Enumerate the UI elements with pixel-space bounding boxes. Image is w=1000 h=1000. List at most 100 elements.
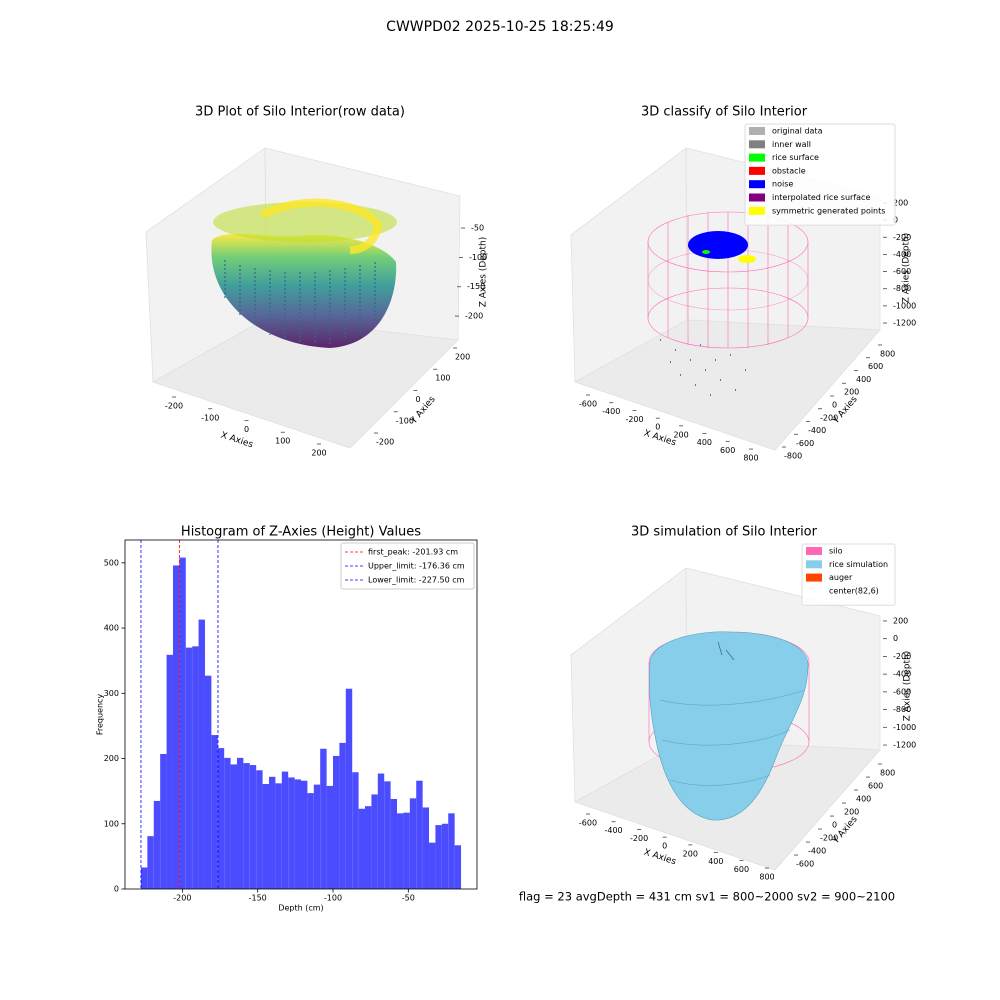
classified-points: [660, 231, 756, 396]
y-tick-label: 0: [832, 821, 837, 830]
x-tick-label: 200: [683, 849, 698, 858]
y-tick-label: 200: [455, 352, 470, 361]
z-tick-label: -150: [467, 282, 485, 291]
x-tick-label: -100: [201, 413, 219, 422]
histogram-bar: [140, 867, 148, 889]
rice-surface: [648, 631, 809, 821]
histogram-bar: [166, 654, 173, 889]
histogram-bar: [377, 773, 385, 889]
y-tick-label: -200: [820, 413, 838, 422]
legend-label: center(82,6): [829, 586, 879, 595]
histogram-bar: [256, 770, 263, 889]
y-tick-label: -200: [820, 834, 838, 843]
histogram-bar: [435, 825, 442, 889]
y-tick-label: 500: [104, 558, 119, 567]
histogram-bar: [147, 836, 154, 889]
histogram-bar: [416, 780, 423, 889]
panel-title: Histogram of Z-Axies (Height) Values: [181, 525, 421, 540]
z-tick-label: 0: [893, 216, 898, 225]
z-tick-label: -400: [893, 670, 911, 679]
z-tick-label: -200: [465, 312, 483, 321]
legend-label: silo: [829, 547, 843, 556]
z-axis-label: Z Axies (Depth): [903, 651, 913, 722]
legend-swatch: [749, 140, 765, 149]
histogram-bar: [371, 794, 378, 889]
y-tick-label: -400: [808, 847, 826, 856]
x-tick-label: 600: [734, 865, 749, 874]
legend-swatch: [749, 127, 765, 135]
histogram-bar: [211, 735, 218, 889]
y-tick-label: 400: [856, 375, 871, 384]
y-tick-label: 200: [844, 388, 859, 397]
x-tick-label: 200: [673, 430, 688, 439]
z-tick-label: -1200: [893, 741, 916, 750]
z-axis-label: Z Axies (Depth): [902, 233, 912, 304]
x-axis-label: Depth (cm): [278, 904, 323, 913]
y-tick-label: 0: [114, 885, 119, 894]
x-tick-label: -200: [625, 415, 643, 424]
legend-label: auger: [829, 573, 853, 582]
y-tick-label: -800: [784, 452, 802, 461]
histogram-bar: [179, 557, 186, 889]
x-tick-label: 200: [311, 448, 326, 457]
z-tick-label: -50: [471, 224, 484, 233]
histogram-bar: [224, 757, 231, 889]
histogram-bar: [236, 757, 244, 889]
histogram-bar: [384, 781, 391, 889]
z-tick-label: -800: [893, 705, 911, 714]
y-tick-label: -400: [808, 426, 826, 435]
x-tick-label: 800: [743, 454, 758, 463]
histogram-bar: [326, 785, 334, 889]
legend-label: original data: [772, 127, 823, 136]
histogram-bar: [249, 765, 257, 889]
z-tick-label: -200: [893, 652, 911, 661]
histogram-bar: [288, 777, 295, 889]
y-tick-label: -100: [396, 416, 414, 425]
legend-label: rice surface: [772, 153, 819, 162]
x-tick-label: -50: [402, 894, 415, 903]
legend-box: [340, 542, 475, 590]
histogram-bar: [454, 845, 462, 889]
histogram-bar: [313, 784, 321, 889]
z-tick-label: -600: [893, 267, 911, 276]
legend-swatch: [806, 560, 822, 569]
legend-label: obstacle: [772, 166, 806, 175]
y-tick-label: 100: [104, 819, 119, 828]
z-axis-label: Z Axies (Depth): [479, 237, 489, 308]
z-tick-label: -200: [893, 233, 911, 242]
histogram-bar: [281, 771, 289, 889]
histogram-bar: [441, 823, 449, 889]
x-tick-label: -200: [173, 894, 191, 903]
legend-box: [744, 123, 896, 226]
histogram-bar: [365, 806, 372, 889]
plot-frame: [124, 539, 478, 890]
histogram-bar: [307, 793, 314, 889]
z-tick-label: -1000: [893, 723, 916, 732]
histogram-bar: [339, 742, 346, 889]
legend-swatch: [749, 180, 765, 189]
panel-title: 3D simulation of Silo Interior: [631, 525, 818, 540]
z-tick-label: -800: [893, 284, 911, 293]
legend-label: symmetric generated points: [772, 206, 885, 215]
y-tick-label: 800: [880, 769, 895, 778]
z-tick-label: 200: [893, 198, 908, 207]
x-tick-label: -600: [579, 399, 597, 408]
histogram-bar: [204, 675, 212, 889]
x-tick-label: -200: [165, 402, 183, 411]
legend-swatch: [749, 206, 765, 215]
y-tick-label: 0: [832, 401, 837, 410]
z-tick-label: -400: [893, 250, 911, 259]
histogram-bar: [160, 753, 167, 889]
z-tick-label: -1000: [893, 301, 916, 310]
panel-title: 3D classify of Silo Interior: [641, 105, 808, 120]
histogram-bar: [409, 798, 417, 889]
histogram-bar: [268, 776, 276, 889]
legend-swatch: [749, 166, 765, 175]
z-tick-label: -1200: [893, 319, 916, 328]
y-tick-label: -200: [376, 438, 394, 447]
histogram-bar: [301, 780, 308, 889]
y-tick-label: 400: [104, 624, 119, 633]
panel-title: 3D Plot of Silo Interior(row data): [195, 105, 405, 120]
histogram-bar: [192, 646, 199, 889]
